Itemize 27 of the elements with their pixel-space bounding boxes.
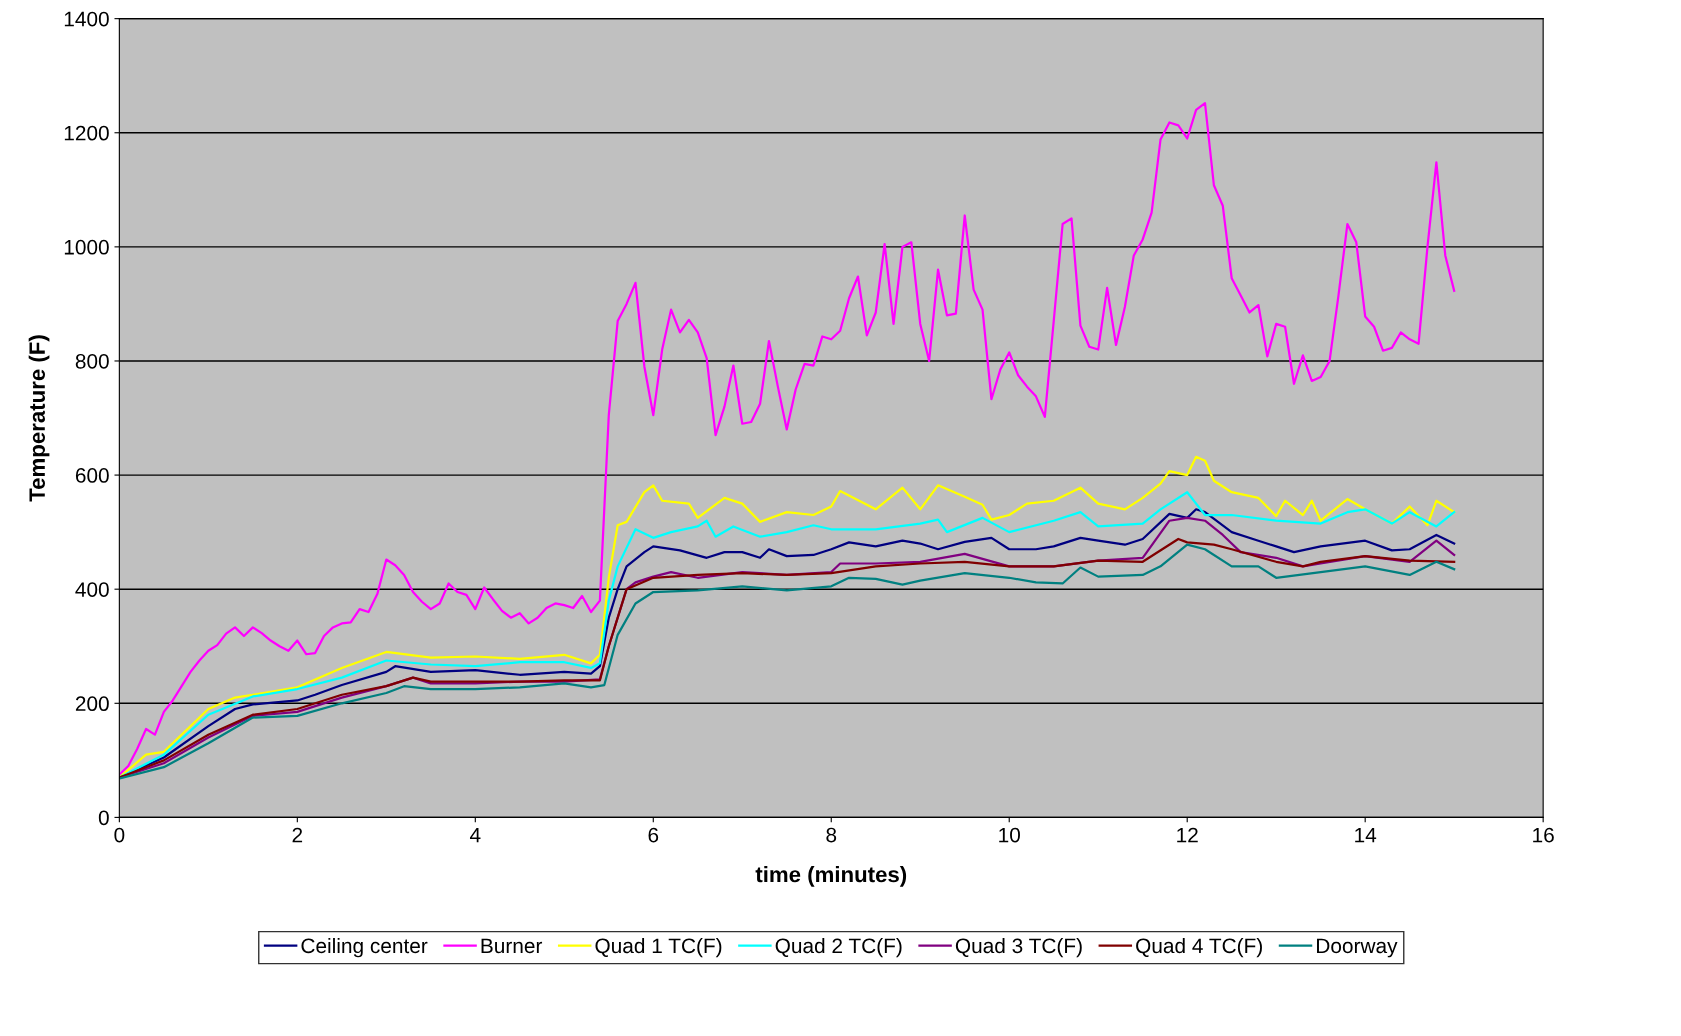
legend-label: Quad 2 TC(F) <box>775 937 902 958</box>
y-tick-label: 400 <box>75 582 109 597</box>
x-tick-label: 4 <box>469 827 481 843</box>
legend-label: Quad 4 TC(F) <box>1136 937 1262 958</box>
y-tick-label: 0 <box>98 810 109 826</box>
y-tick-label: 1200 <box>64 125 109 141</box>
x-tick-label: 2 <box>292 827 303 843</box>
y-tick-label: 600 <box>75 468 109 483</box>
legend-label: Ceiling center <box>301 937 428 958</box>
y-tick-label: 1000 <box>64 239 109 255</box>
x-tick-label: 12 <box>1177 827 1198 843</box>
x-tick-label: 16 <box>1533 827 1554 843</box>
x-axis-title: time (minutes) <box>755 865 907 887</box>
x-tick-label: 8 <box>826 827 837 843</box>
y-tick-label: 800 <box>75 353 109 369</box>
x-tick-label: 14 <box>1355 827 1377 843</box>
y-tick-label: 200 <box>75 696 109 712</box>
legend-label: Quad 1 TC(F) <box>595 937 722 958</box>
y-axis-title: Temperature (F) <box>28 335 50 502</box>
y-tick-label: 1400 <box>64 11 109 27</box>
legend-label: Doorway <box>1317 938 1398 958</box>
x-tick-label: 6 <box>648 827 659 843</box>
legend-label: Quad 3 TC(F) <box>955 937 1082 958</box>
x-tick-label: 0 <box>114 827 125 843</box>
line-series <box>119 101 1456 776</box>
legend-label: Burner <box>481 938 543 954</box>
x-tick-label: 10 <box>999 827 1020 843</box>
